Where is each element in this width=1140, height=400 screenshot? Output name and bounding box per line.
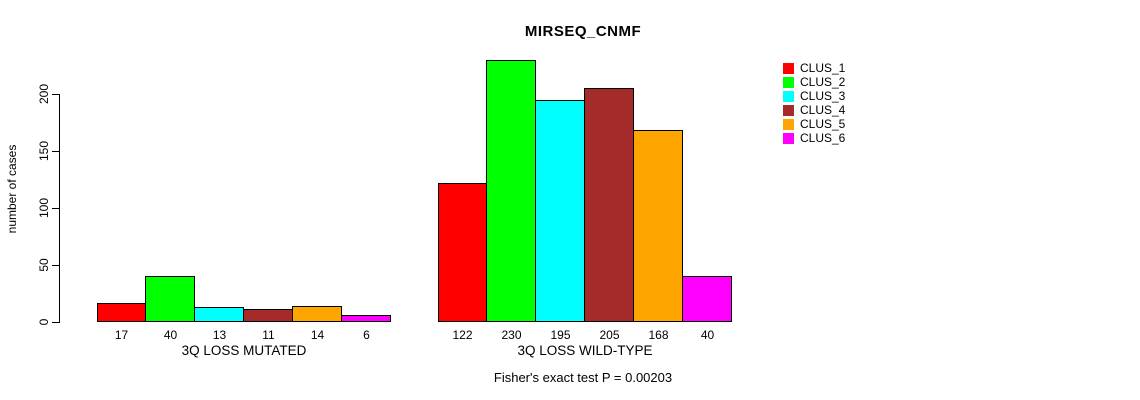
legend-label: CLUS_2 [800,75,846,89]
legend-label: CLUS_4 [800,103,846,117]
bar-clus_6-group2 [682,276,732,322]
bar-value-label: 168 [648,328,669,342]
x-group-label: 3Q LOSS MUTATED [181,343,307,358]
bar-value-label: 122 [452,328,473,342]
bar-value-label: 205 [599,328,620,342]
bar-clus_2-group2 [486,60,536,322]
bar-clus_5-group2 [633,130,683,322]
legend-label: CLUS_1 [800,61,846,75]
bar-value-label: 40 [700,328,715,342]
legend-swatch [783,76,794,88]
y-axis-title: number of cases [5,144,19,234]
bar-clus_2-group1 [145,276,195,322]
legend-item-clus_4: CLUS_4 [783,103,845,117]
bar-value-label: 14 [310,328,325,342]
bar-value-label: 13 [212,328,227,342]
y-tick-mark [52,208,59,209]
x-group-label: 3Q LOSS WILD-TYPE [517,343,653,358]
legend-item-clus_2: CLUS_2 [783,75,845,89]
legend: CLUS_1 CLUS_2 CLUS_3 CLUS_4 CLUS_5 CLUS_6 [783,61,845,145]
legend-swatch [783,118,794,130]
bar-value-label: 6 [363,328,370,342]
bar-value-label: 40 [163,328,178,342]
y-tick-label: 200 [37,83,51,105]
bar-value-label: 230 [501,328,522,342]
y-tick-label: 0 [37,318,51,326]
bar-clus_4-group2 [584,88,634,322]
bar-clus_5-group1 [292,306,342,322]
fisher-test-annotation: Fisher's exact test P = 0.00203 [493,370,673,385]
legend-label: CLUS_3 [800,89,846,103]
y-tick-mark [52,265,59,266]
bar-clus_4-group1 [243,309,293,322]
legend-swatch [783,62,794,74]
legend-swatch [783,132,794,144]
y-tick-label: 150 [37,140,51,162]
bar-clus_1-group1 [97,303,146,322]
bar-clus_3-group1 [194,307,244,322]
y-tick-mark [52,322,59,323]
legend-item-clus_3: CLUS_3 [783,89,845,103]
chart-title: MIRSEQ_CNMF [524,23,642,40]
bar-value-label: 11 [262,328,275,342]
bar-value-label: 17 [114,328,129,342]
y-axis-line [59,94,60,323]
bar-value-label: 195 [550,328,571,342]
legend-swatch [783,90,794,102]
y-tick-label: 100 [37,197,51,219]
bar-clus_3-group2 [535,100,585,322]
y-tick-mark [52,151,59,152]
legend-item-clus_1: CLUS_1 [783,61,845,75]
y-tick-mark [52,94,59,95]
bar-clus_6-group1 [341,315,391,322]
legend-label: CLUS_6 [800,131,846,145]
legend-swatch [783,104,794,116]
bar-clus_1-group2 [438,183,487,322]
legend-item-clus_6: CLUS_6 [783,131,845,145]
legend-label: CLUS_5 [800,117,846,131]
legend-item-clus_5: CLUS_5 [783,117,845,131]
y-tick-label: 50 [37,258,51,272]
